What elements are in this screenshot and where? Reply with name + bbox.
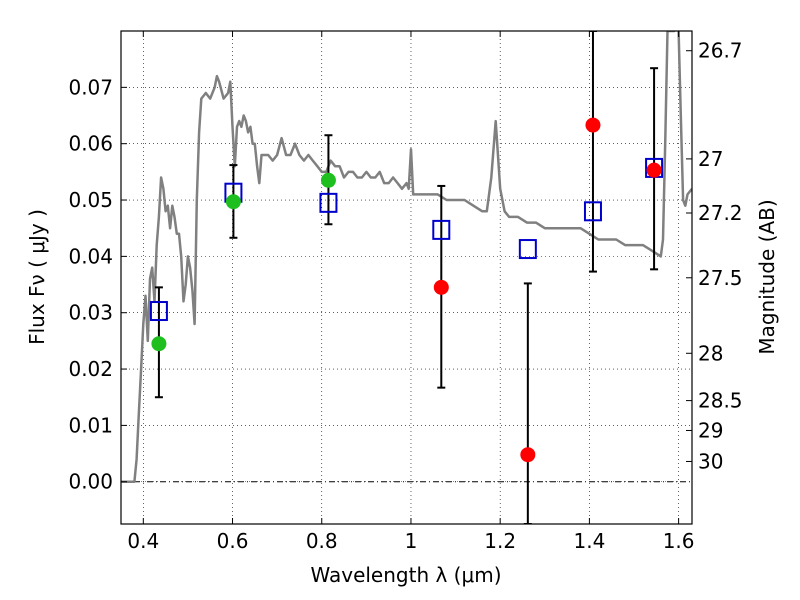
right-tick-label: 27 bbox=[698, 147, 723, 171]
model-photometry-square bbox=[583, 201, 602, 222]
detected-point bbox=[225, 194, 241, 210]
x-tick-label: 0.6 bbox=[217, 529, 249, 553]
right-tick-label: 27.2 bbox=[698, 201, 743, 225]
model-photometry-square bbox=[432, 219, 451, 240]
y-tick-label: 0.04 bbox=[68, 244, 113, 268]
marginal-point bbox=[433, 279, 449, 295]
x-tick-label: 1.2 bbox=[484, 529, 516, 553]
model-sed-line bbox=[121, 31, 692, 483]
y-axis-title: Flux Fν ( μJy ) bbox=[25, 209, 49, 345]
right-tick-label: 26.7 bbox=[698, 39, 743, 63]
marginal-point bbox=[585, 117, 601, 133]
right-tick-label: 27.5 bbox=[698, 266, 743, 290]
x-tick-label: 0.4 bbox=[127, 529, 159, 553]
marginal-point bbox=[520, 447, 536, 463]
y-tick-label: 0.03 bbox=[68, 301, 113, 325]
x-axis-title: Wavelength λ (μm) bbox=[310, 563, 501, 587]
x-tick-label: 1.4 bbox=[573, 529, 605, 553]
model-photometry-square bbox=[319, 192, 338, 213]
plot-background bbox=[121, 31, 692, 524]
right-tick-label: 29 bbox=[698, 418, 723, 442]
x-tick-label: 1.6 bbox=[663, 529, 695, 553]
axis-ticks bbox=[121, 31, 692, 524]
marginal-point bbox=[646, 162, 662, 178]
detected-point bbox=[151, 336, 167, 352]
right-tick-label: 30 bbox=[698, 449, 723, 473]
y-tick-label: 0.05 bbox=[68, 188, 113, 212]
right-tick-label: 28 bbox=[698, 341, 723, 365]
x-tick-label: 0.8 bbox=[306, 529, 338, 553]
y-tick-label: 0.00 bbox=[68, 470, 113, 494]
y-tick-label: 0.07 bbox=[68, 75, 113, 99]
model-sed-layer bbox=[121, 31, 692, 483]
tick-labels: 0.4 0.6 0.8 1 1.2 1.4 1.6 0.00 0.01 0.02 0.03 0.04 0… bbox=[68, 39, 742, 553]
x-tick-label: 1 bbox=[405, 529, 418, 553]
right-tick-label: 28.5 bbox=[698, 389, 743, 413]
y-tick-label: 0.01 bbox=[68, 413, 113, 437]
y-tick-label: 0.02 bbox=[68, 357, 113, 381]
y-tick-label: 0.06 bbox=[68, 132, 113, 156]
data-points-layer bbox=[149, 31, 664, 524]
model-photometry-square bbox=[518, 239, 537, 260]
y-right-axis-title: Magnitude (AB) bbox=[755, 199, 779, 354]
model-photometry-square bbox=[149, 301, 168, 322]
detected-point bbox=[320, 172, 336, 188]
